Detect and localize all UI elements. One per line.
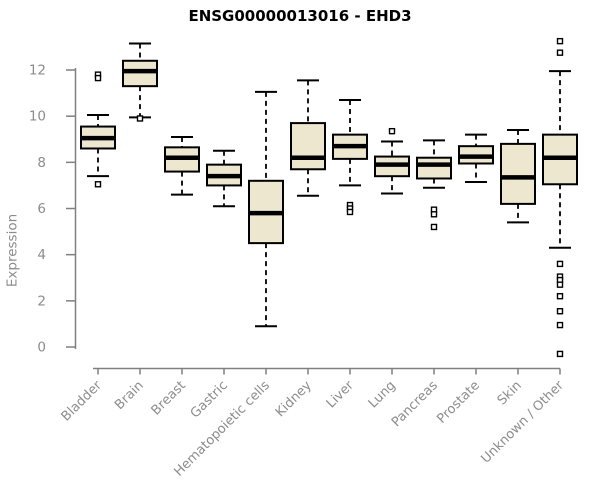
boxplot-hematopoietic-cells	[248, 90, 284, 328]
chart-title: ENSG00000013016 - EHD3	[188, 7, 412, 25]
boxplot-skin	[500, 129, 536, 224]
boxplot-kidney	[290, 79, 326, 197]
boxplot-pancreas	[416, 139, 452, 231]
iqr-box	[416, 156, 452, 180]
iqr-box	[500, 142, 536, 205]
y-axis-tick-label: 2	[37, 293, 46, 309]
outlier-point	[430, 223, 438, 231]
iqr-box	[122, 59, 158, 88]
outlier-point	[346, 208, 354, 216]
x-axis-category-label: Brain	[112, 378, 147, 413]
x-axis-category-label: Breast	[149, 378, 189, 418]
outlier-point	[556, 321, 564, 329]
outlier-point	[94, 181, 102, 188]
outlier-point	[388, 127, 396, 135]
y-axis-tick-label: 10	[29, 109, 46, 125]
outlier-point	[556, 49, 564, 56]
x-axis-category-label: Liver	[324, 378, 358, 412]
iqr-box	[290, 122, 326, 171]
x-axis-category-label: Unknown / Other	[479, 378, 568, 467]
outlier-point	[556, 308, 564, 315]
outlier-point	[556, 281, 564, 288]
outlier-point	[430, 211, 438, 218]
y-axis-tick-label: 8	[37, 155, 46, 171]
y-axis-tick-label: 0	[37, 340, 46, 356]
boxplot-bladder	[80, 71, 116, 188]
outlier-point	[556, 37, 564, 45]
x-axis-category-label: Bladder	[59, 378, 106, 425]
boxplot-liver	[332, 99, 368, 216]
y-axis-tick-label: 6	[37, 201, 46, 217]
boxplot-unknown-other	[542, 37, 578, 358]
outlier-point	[94, 74, 102, 82]
outlier-point	[136, 115, 144, 122]
boxplot-lung	[374, 127, 410, 195]
outlier-point	[556, 293, 564, 300]
boxplot-prostate	[458, 133, 494, 183]
x-axis-category-label: Skin	[495, 378, 525, 408]
outlier-point	[556, 260, 564, 268]
x-axis-category-label: Prostate	[434, 378, 482, 426]
x-axis-category-label: Lung	[366, 378, 399, 411]
x-axis-category-label: Pancreas	[389, 378, 441, 430]
boxplot-brain	[122, 42, 158, 122]
x-axis-category-label: Kidney	[273, 378, 315, 420]
y-axis-tick-label: 4	[37, 247, 46, 263]
boxplot-breast	[164, 135, 200, 196]
boxplot-gastric	[206, 149, 242, 208]
outlier-point	[556, 350, 564, 358]
y-axis-tick-label: 12	[29, 63, 46, 79]
